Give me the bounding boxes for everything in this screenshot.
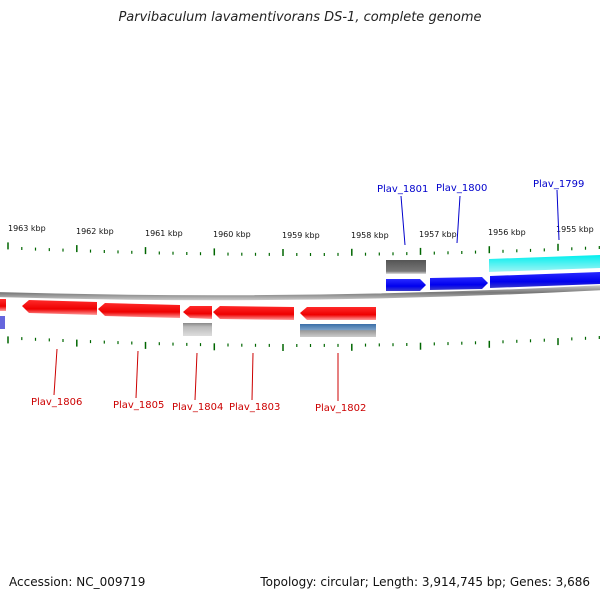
kbp-label: 1956 kbp <box>488 228 526 237</box>
gene-arrow-plav-1805[interactable] <box>98 303 180 318</box>
kbp-labels: 1963 kbp 1962 kbp 1961 kbp 1960 kbp 1959… <box>8 224 594 240</box>
kbp-label: 1957 kbp <box>419 230 457 239</box>
genome-backbone <box>0 285 600 301</box>
reverse-strand-features <box>0 299 376 337</box>
kbp-label: 1962 kbp <box>76 227 114 236</box>
gene-label-plav-1801[interactable]: Plav_1801 <box>377 184 428 195</box>
cds-feature-cyan[interactable] <box>489 255 600 272</box>
gene-label-plav-1800[interactable]: Plav_1800 <box>436 183 487 194</box>
forward-strand-features <box>386 255 600 291</box>
kbp-label: 1961 kbp <box>145 229 183 238</box>
leader-line <box>135 350 139 399</box>
lower-ruler-ticks <box>7 336 600 351</box>
gene-label-plav-1804[interactable]: Plav_1804 <box>172 402 223 413</box>
gene-label-plav-1806[interactable]: Plav_1806 <box>31 397 82 408</box>
leader-line <box>194 352 198 401</box>
gene-arrow-plav-1802[interactable] <box>300 307 376 320</box>
gene-arrow-plav-1804[interactable] <box>183 306 212 319</box>
gene-arrow-plav-1806[interactable] <box>22 300 97 315</box>
upper-ruler-ticks <box>7 242 600 256</box>
cds-feature-steel-blue[interactable] <box>300 324 376 337</box>
genome-stats-text: Topology: circular; Length: 3,914,745 bp… <box>260 575 590 589</box>
leader-line <box>556 189 560 241</box>
cds-feature-gray[interactable] <box>386 260 426 274</box>
kbp-label: 1955 kbp <box>556 225 594 234</box>
kbp-label: 1959 kbp <box>282 231 320 240</box>
gene-label-plav-1805[interactable]: Plav_1805 <box>113 400 164 411</box>
leader-line <box>53 348 58 396</box>
cds-feature-light-gray[interactable] <box>183 323 212 336</box>
forward-label-leaders <box>400 189 560 246</box>
reverse-gene-labels: Plav_1806 Plav_1805 Plav_1804 Plav_1803 … <box>31 397 366 414</box>
gene-arrow-plav-1803[interactable] <box>213 306 294 320</box>
kbp-label: 1963 kbp <box>8 224 46 233</box>
leader-line <box>251 352 254 401</box>
forward-gene-labels: Plav_1801 Plav_1800 Plav_1799 <box>377 179 584 195</box>
gene-arrow-partial[interactable] <box>0 299 6 311</box>
gene-arrow-plav-1800[interactable] <box>430 277 488 290</box>
accession-text: Accession: NC_009719 <box>9 575 146 589</box>
cds-feature-partial[interactable] <box>0 316 5 329</box>
gene-arrow-plav-1799[interactable] <box>490 272 600 288</box>
gene-label-plav-1802[interactable]: Plav_1802 <box>315 403 366 414</box>
reverse-label-leaders <box>53 348 339 401</box>
gene-label-plav-1799[interactable]: Plav_1799 <box>533 179 584 190</box>
leader-line <box>400 195 406 246</box>
gene-label-plav-1803[interactable]: Plav_1803 <box>229 402 280 413</box>
kbp-label: 1960 kbp <box>213 230 251 239</box>
gene-arrow-plav-1801[interactable] <box>386 279 426 291</box>
leader-line <box>456 195 461 244</box>
map-title: Parvibaculum lavamentivorans DS-1, compl… <box>118 10 482 25</box>
kbp-label: 1958 kbp <box>351 231 389 240</box>
